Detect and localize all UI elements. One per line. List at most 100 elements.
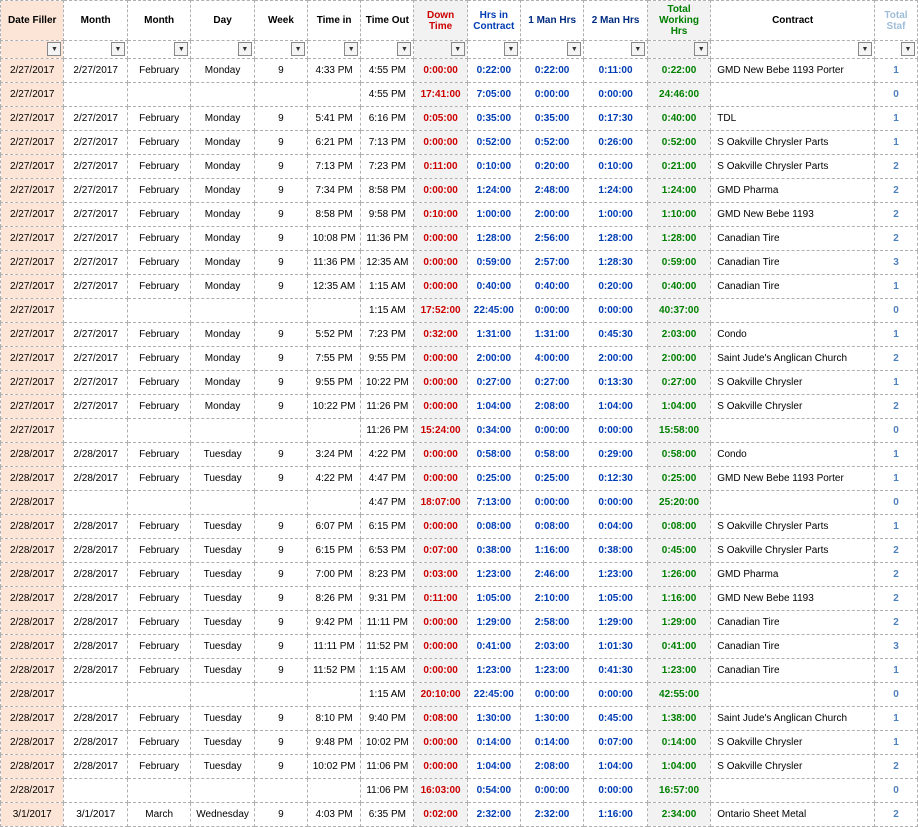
cell-twh[interactable]: 1:28:00 <box>647 227 710 251</box>
cell-wk[interactable]: 9 <box>254 467 307 491</box>
cell-m1h[interactable]: 0:00:00 <box>520 779 583 803</box>
cell-twh[interactable]: 1:16:00 <box>647 587 710 611</box>
cell-wk[interactable]: 9 <box>254 755 307 779</box>
table-row[interactable]: 2/27/20172/27/2017FebruaryMonday94:33 PM… <box>1 59 918 83</box>
cell-dt[interactable]: 17:52:00 <box>414 299 467 323</box>
cell-tout[interactable]: 10:02 PM <box>361 731 414 755</box>
cell-m1h[interactable]: 0:00:00 <box>520 683 583 707</box>
cell-wk[interactable] <box>254 683 307 707</box>
cell-m2h[interactable]: 0:20:00 <box>584 275 647 299</box>
cell-m2h[interactable]: 1:24:00 <box>584 179 647 203</box>
cell-wk[interactable]: 9 <box>254 515 307 539</box>
cell-tout[interactable]: 1:15 AM <box>361 275 414 299</box>
cell-wk[interactable]: 9 <box>254 539 307 563</box>
cell-tout[interactable]: 1:15 AM <box>361 683 414 707</box>
cell-ct[interactable]: Saint Jude's Anglican Church <box>711 347 875 371</box>
cell-day[interactable] <box>191 83 254 107</box>
cell-df[interactable]: 2/27/2017 <box>1 131 64 155</box>
cell-twh[interactable]: 42:55:00 <box>647 683 710 707</box>
cell-dt[interactable]: 0:03:00 <box>414 563 467 587</box>
cell-hic[interactable]: 0:38:00 <box>467 539 520 563</box>
cell-m2h[interactable]: 1:16:00 <box>584 803 647 827</box>
cell-m2h[interactable]: 0:26:00 <box>584 131 647 155</box>
cell-ts[interactable]: 0 <box>875 491 918 515</box>
cell-ct[interactable]: Canadian Tire <box>711 659 875 683</box>
cell-twh[interactable]: 1:38:00 <box>647 707 710 731</box>
cell-m1[interactable]: 2/27/2017 <box>64 59 127 83</box>
cell-m2[interactable]: February <box>127 155 190 179</box>
cell-ct[interactable]: TDL <box>711 107 875 131</box>
cell-tin[interactable]: 9:42 PM <box>308 611 361 635</box>
cell-m2[interactable]: February <box>127 731 190 755</box>
cell-day[interactable]: Monday <box>191 59 254 83</box>
hdr-1man[interactable]: 1 Man Hrs <box>520 1 583 41</box>
cell-m1[interactable]: 2/27/2017 <box>64 395 127 419</box>
cell-tin[interactable]: 5:41 PM <box>308 107 361 131</box>
cell-ct[interactable]: Ontario Sheet Metal <box>711 803 875 827</box>
cell-m2[interactable]: February <box>127 635 190 659</box>
cell-df[interactable]: 2/27/2017 <box>1 59 64 83</box>
cell-tout[interactable]: 9:55 PM <box>361 347 414 371</box>
cell-m2h[interactable]: 0:00:00 <box>584 419 647 443</box>
cell-twh[interactable]: 1:04:00 <box>647 395 710 419</box>
cell-ts[interactable]: 0 <box>875 83 918 107</box>
filter-dropdown-icon[interactable]: ▼ <box>174 42 188 56</box>
cell-wk[interactable]: 9 <box>254 155 307 179</box>
cell-ct[interactable]: Canadian Tire <box>711 611 875 635</box>
cell-m2h[interactable]: 0:13:30 <box>584 371 647 395</box>
cell-day[interactable]: Monday <box>191 107 254 131</box>
cell-day[interactable] <box>191 779 254 803</box>
table-row[interactable]: 2/27/20172/27/2017FebruaryMonday97:55 PM… <box>1 347 918 371</box>
cell-wk[interactable]: 9 <box>254 707 307 731</box>
cell-ct[interactable]: Canadian Tire <box>711 275 875 299</box>
cell-m2h[interactable]: 1:04:00 <box>584 395 647 419</box>
table-row[interactable]: 2/28/20172/28/2017FebruaryTuesday911:11 … <box>1 635 918 659</box>
cell-ct[interactable]: GMD New Bebe 1193 Porter <box>711 59 875 83</box>
table-row[interactable]: 2/28/201711:06 PM16:03:000:54:000:00:000… <box>1 779 918 803</box>
cell-dt[interactable]: 15:24:00 <box>414 419 467 443</box>
cell-hic[interactable]: 0:35:00 <box>467 107 520 131</box>
cell-tin[interactable]: 4:03 PM <box>308 803 361 827</box>
cell-ct[interactable]: S Oakville Chrysler Parts <box>711 131 875 155</box>
cell-ts[interactable]: 1 <box>875 467 918 491</box>
cell-m1[interactable]: 2/28/2017 <box>64 563 127 587</box>
cell-m1[interactable]: 2/27/2017 <box>64 155 127 179</box>
cell-wk[interactable]: 9 <box>254 563 307 587</box>
cell-ct[interactable]: GMD New Bebe 1193 <box>711 203 875 227</box>
cell-m2[interactable]: February <box>127 107 190 131</box>
cell-m1h[interactable]: 0:00:00 <box>520 83 583 107</box>
cell-m2h[interactable]: 0:00:00 <box>584 83 647 107</box>
cell-tout[interactable]: 9:40 PM <box>361 707 414 731</box>
cell-wk[interactable]: 9 <box>254 131 307 155</box>
table-row[interactable]: 2/27/20172/27/2017FebruaryMonday911:36 P… <box>1 251 918 275</box>
cell-hic[interactable]: 1:05:00 <box>467 587 520 611</box>
cell-wk[interactable]: 9 <box>254 251 307 275</box>
cell-wk[interactable] <box>254 491 307 515</box>
cell-day[interactable]: Tuesday <box>191 707 254 731</box>
cell-wk[interactable]: 9 <box>254 731 307 755</box>
cell-m1h[interactable]: 0:22:00 <box>520 59 583 83</box>
cell-m1[interactable]: 2/28/2017 <box>64 443 127 467</box>
cell-m1[interactable]: 2/28/2017 <box>64 467 127 491</box>
cell-dt[interactable]: 0:00:00 <box>414 611 467 635</box>
filter-dropdown-icon[interactable]: ▼ <box>344 42 358 56</box>
cell-ct[interactable]: Condo <box>711 323 875 347</box>
cell-tin[interactable]: 4:33 PM <box>308 59 361 83</box>
hdr-totalhrs[interactable]: Total Working Hrs <box>647 1 710 41</box>
cell-ts[interactable]: 2 <box>875 755 918 779</box>
cell-m2[interactable] <box>127 299 190 323</box>
cell-tout[interactable]: 6:35 PM <box>361 803 414 827</box>
cell-df[interactable]: 2/28/2017 <box>1 635 64 659</box>
cell-m2h[interactable]: 0:00:00 <box>584 683 647 707</box>
table-row[interactable]: 2/28/20172/28/2017FebruaryTuesday99:42 P… <box>1 611 918 635</box>
cell-day[interactable] <box>191 419 254 443</box>
cell-m1[interactable]: 2/27/2017 <box>64 323 127 347</box>
filter-dropdown-icon[interactable]: ▼ <box>567 42 581 56</box>
cell-m1h[interactable]: 2:57:00 <box>520 251 583 275</box>
cell-ts[interactable]: 0 <box>875 683 918 707</box>
cell-m2h[interactable]: 1:01:30 <box>584 635 647 659</box>
cell-hic[interactable]: 0:34:00 <box>467 419 520 443</box>
cell-m2[interactable]: February <box>127 587 190 611</box>
cell-m2[interactable] <box>127 779 190 803</box>
cell-m1[interactable] <box>64 83 127 107</box>
